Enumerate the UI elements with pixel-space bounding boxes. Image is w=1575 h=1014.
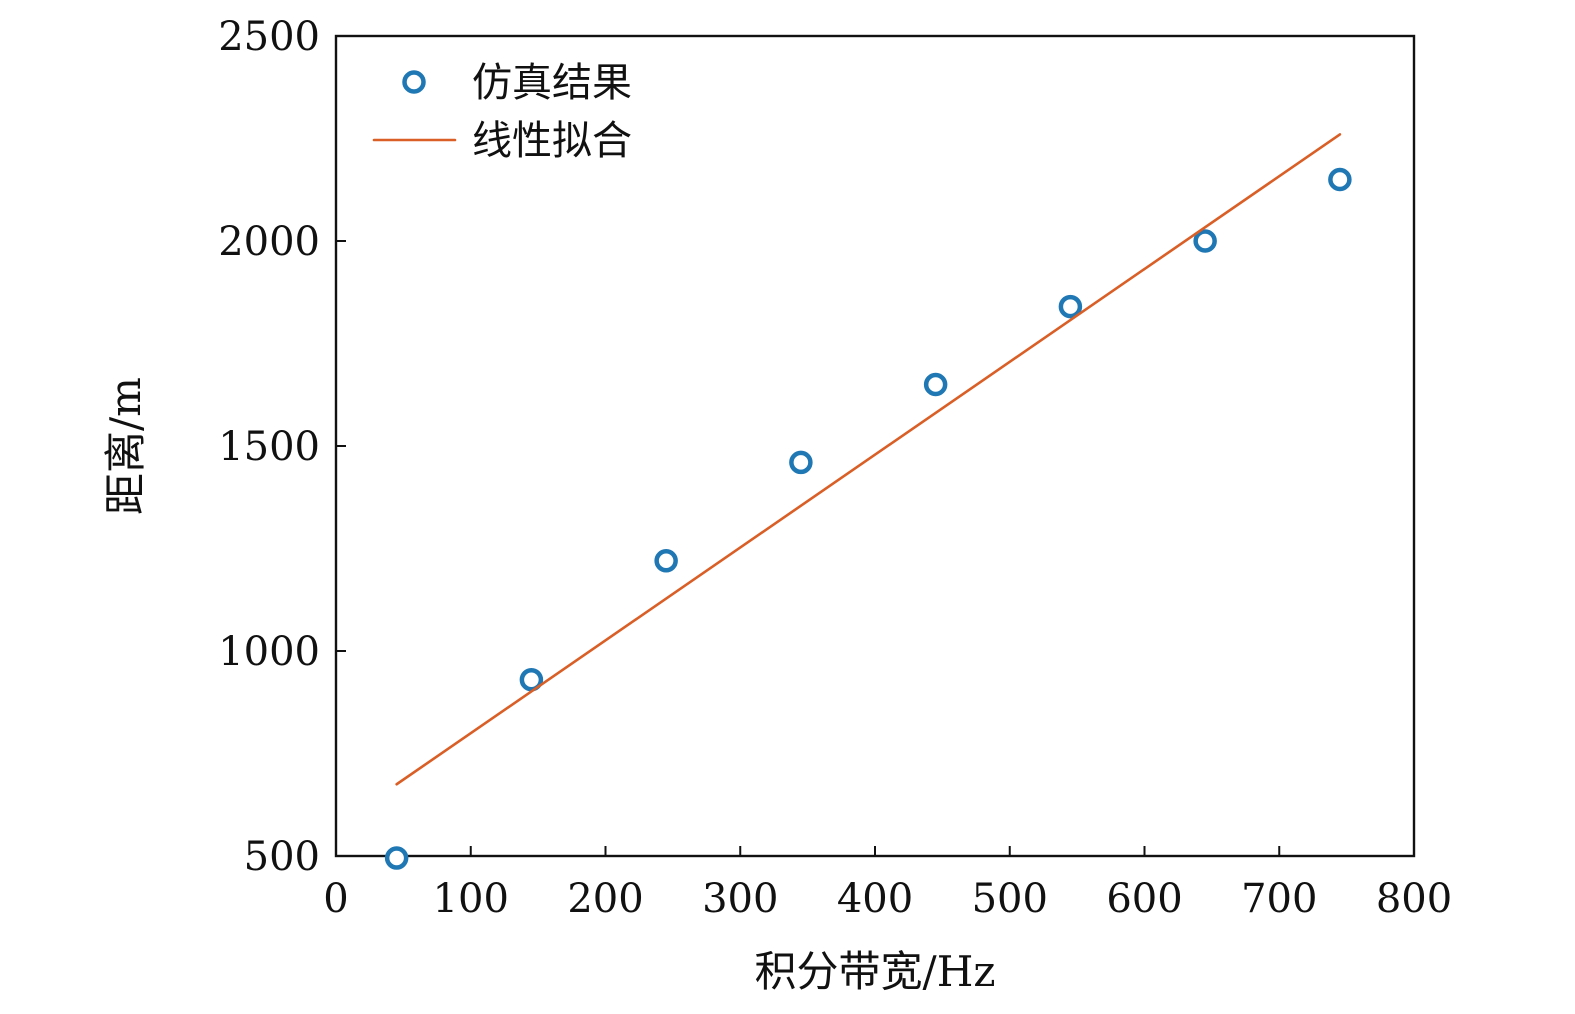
y-axis-label: 距离/m: [101, 377, 150, 515]
y-tick-label: 2500: [218, 14, 320, 60]
x-tick-label: 0: [323, 876, 348, 922]
series-layer: [384, 133, 1352, 870]
legend-marker-scatter: [402, 70, 426, 94]
x-tick-label: 800: [1376, 876, 1452, 922]
x-tick-label: 300: [702, 876, 778, 922]
x-tick-label: 100: [433, 876, 509, 922]
scatter-point: [654, 549, 678, 573]
y-tick-label: 1500: [218, 424, 320, 470]
x-tick-label: 500: [972, 876, 1048, 922]
x-tick-label: 200: [567, 876, 643, 922]
legend-label: 仿真结果: [472, 60, 632, 106]
scatter-point: [789, 450, 813, 475]
scatter-point: [923, 372, 948, 397]
y-tick-label: 500: [244, 834, 320, 880]
scatter-point: [384, 846, 409, 870]
scatter-point: [1058, 294, 1083, 319]
x-tick-label: 400: [837, 876, 913, 922]
series-line-1: [395, 133, 1342, 786]
x-tick-label: 700: [1241, 876, 1317, 922]
ticks-layer: 0 100 200 300 400 500 600 700 800 500 1000 1500 2000…: [218, 14, 1452, 922]
scatter-point: [1328, 167, 1352, 192]
legend-label: 线性拟合: [472, 118, 632, 164]
x-axis-label: 积分带宽/Hz: [755, 947, 996, 996]
scatter-point: [519, 667, 544, 692]
y-tick-label: 2000: [218, 219, 320, 265]
scatter-point: [1193, 229, 1217, 253]
x-tick-label: 600: [1106, 876, 1182, 922]
y-tick-label: 1000: [218, 629, 320, 675]
